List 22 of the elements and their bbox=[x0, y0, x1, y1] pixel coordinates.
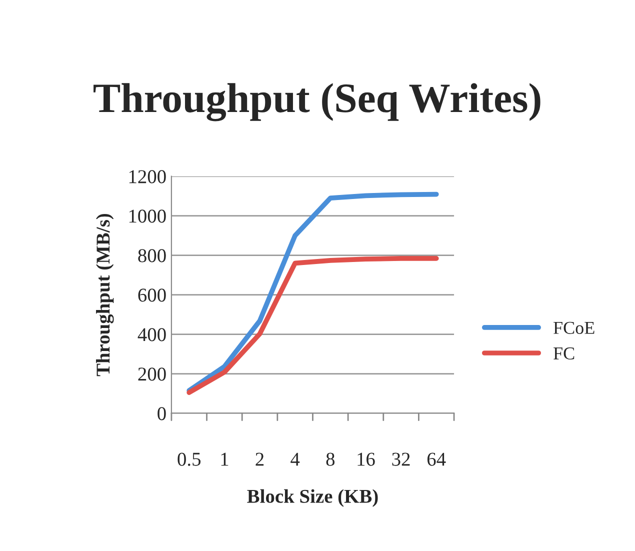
x-tick-label: 1 bbox=[221, 452, 228, 466]
y-axis-title: Throughput (MB/s) bbox=[96, 214, 114, 376]
y-tick-label: 800 bbox=[138, 249, 166, 262]
y-tick-label: 1000 bbox=[129, 210, 166, 223]
x-axis-title: Block Size (KB) bbox=[247, 489, 378, 507]
x-tick-label: 8 bbox=[326, 452, 335, 466]
legend-label: FCoE bbox=[554, 322, 594, 334]
chart-title: Throughput (Seq Writes) bbox=[94, 83, 540, 122]
y-tick-label: 600 bbox=[138, 288, 166, 302]
x-tick-label: 0.5 bbox=[178, 452, 201, 466]
line-series bbox=[186, 256, 439, 395]
x-tick-label: 32 bbox=[392, 452, 410, 466]
y-tick-label: 400 bbox=[138, 328, 166, 342]
x-tick-label: 16 bbox=[358, 452, 375, 466]
x-tick-label: 2 bbox=[256, 452, 264, 466]
line-series bbox=[186, 192, 439, 393]
x-tick-label: 4 bbox=[290, 452, 300, 466]
y-tick-label: 0 bbox=[158, 407, 166, 420]
y-tick-label: 1200 bbox=[129, 170, 166, 184]
x-tick-label: 64 bbox=[427, 452, 446, 466]
legend-label: FC bbox=[554, 347, 574, 360]
y-tick-label: 200 bbox=[138, 368, 166, 381]
